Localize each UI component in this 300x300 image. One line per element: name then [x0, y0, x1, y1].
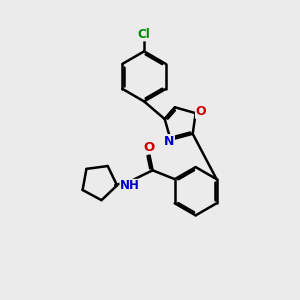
Text: Cl: Cl [138, 28, 151, 41]
Text: N: N [164, 135, 174, 148]
Text: O: O [196, 105, 206, 118]
Text: O: O [143, 141, 155, 154]
Text: NH: NH [120, 179, 140, 192]
